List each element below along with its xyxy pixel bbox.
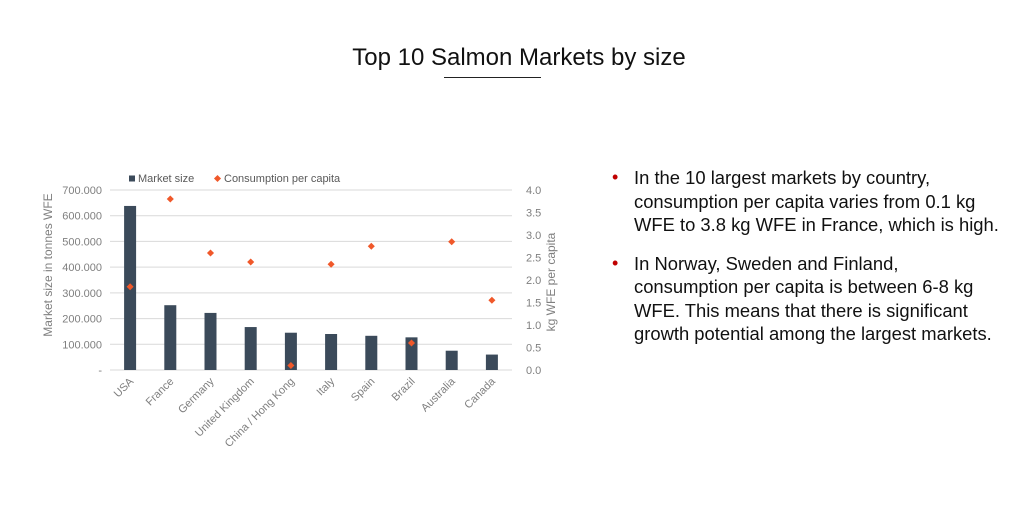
y2-tick-label: 3.5 (526, 208, 541, 220)
bullet-item: • In the 10 largest markets by country, … (612, 166, 1007, 237)
y-tick-label: 400.000 (62, 262, 102, 274)
y2-tick-label: 2.5 (526, 253, 541, 265)
legend-marker-label: Consumption per capita (224, 173, 341, 185)
y-tick-label: 100.000 (62, 339, 102, 351)
y2-tick-label: 4.0 (526, 185, 541, 197)
left-axis-ticks: - 100.000 200.000 300.000 400.000 500.000 600.… (62, 185, 102, 377)
scatter-point (206, 249, 215, 257)
bullet-list: • In the 10 largest markets by country, … (612, 166, 1007, 361)
bar (164, 305, 177, 370)
bullet-item: • In Norway, Sweden and Finland, consump… (612, 252, 1007, 346)
gridlines (110, 189, 512, 371)
x-tick-label: Canada (462, 375, 498, 411)
x-tick-label: Italy (314, 375, 337, 398)
legend-bar-label: Market size (138, 173, 194, 185)
right-axis-title: kg WFE per capita (544, 232, 558, 331)
y2-tick-label: 0.0 (526, 365, 541, 377)
scatter-series-consumption (126, 195, 496, 370)
bar (204, 312, 217, 370)
bar-series-market-size (124, 205, 498, 370)
right-axis-ticks: 0.0 0.5 1.0 1.5 2.0 2.5 3.0 3.5 4.0 (526, 185, 541, 377)
scatter-point (407, 339, 416, 347)
y2-tick-label: 1.5 (526, 298, 541, 310)
bullet-dot-icon: • (612, 252, 619, 273)
y2-tick-label: 3.0 (526, 230, 541, 242)
bar (284, 332, 297, 370)
x-tick-label: France (144, 376, 177, 409)
bullet-dot-icon: • (612, 167, 619, 187)
y-tick-label: 500.000 (62, 236, 102, 248)
y2-tick-label: 0.5 (526, 343, 541, 355)
x-tick-label: USA (112, 375, 137, 400)
scatter-point (126, 283, 134, 291)
scatter-point (488, 296, 496, 304)
scatter-point (166, 195, 174, 203)
y-tick-label: - (98, 365, 102, 377)
bar (485, 354, 498, 370)
scatter-point (247, 258, 255, 266)
y2-tick-label: 2.0 (526, 275, 541, 287)
x-tick-label: Brazil (390, 376, 418, 404)
scatter-point (448, 238, 456, 246)
scatter-point (287, 361, 295, 370)
combo-chart: - 100.000 200.000 300.000 400.000 500.000 600.… (41, 173, 558, 450)
y2-tick-label: 1.0 (526, 320, 541, 332)
bullet-text: In Norway, Sweden and Finland, consumpti… (634, 252, 992, 345)
legend-bar-swatch (129, 175, 135, 182)
bar (365, 335, 378, 370)
x-tick-label: Australia (419, 375, 458, 414)
legend-marker-swatch (213, 174, 222, 183)
x-tick-label: Germany (176, 375, 217, 416)
y-tick-label: 200.000 (62, 314, 102, 326)
scatter-point (327, 260, 335, 268)
title-underline (444, 77, 541, 78)
bar (405, 337, 418, 370)
bar (445, 350, 458, 370)
legend: Market size Consumption per capita (129, 173, 341, 185)
bar (244, 327, 257, 370)
x-tick-label: Spain (349, 376, 377, 404)
scatter-point (367, 242, 375, 250)
left-axis-title: Market size in tonnes WFE (41, 193, 55, 336)
slide-title: Top 10 Salmon Markets by size (352, 44, 686, 71)
bullet-text: In the 10 largest markets by country, co… (634, 167, 999, 235)
y-tick-label: 300.000 (62, 288, 102, 300)
x-tick-label: China / Hong Kong (223, 376, 297, 450)
bar (325, 334, 338, 370)
y-tick-label: 600.000 (62, 211, 102, 223)
y-tick-label: 700.000 (62, 185, 102, 197)
